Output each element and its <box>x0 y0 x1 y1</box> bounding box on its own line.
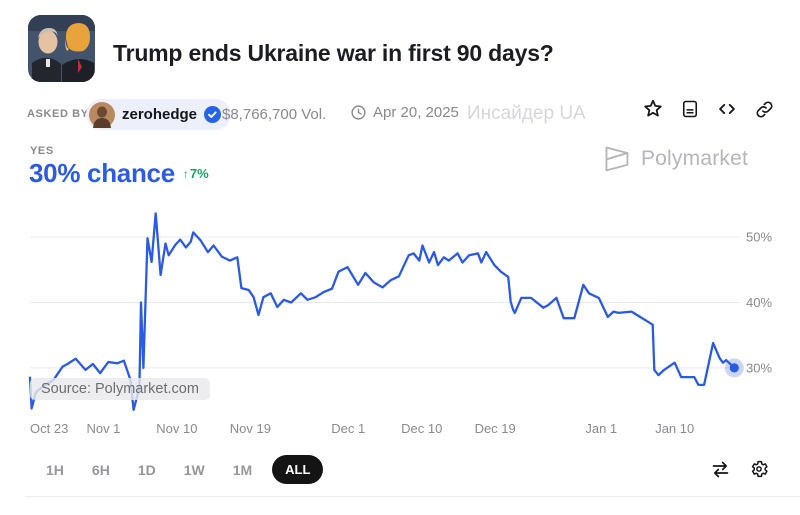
toggle-outcome-button[interactable] <box>709 458 731 480</box>
x-tick-label: Dec 19 <box>475 421 516 436</box>
asked-by-label: ASKED BY <box>27 108 89 120</box>
x-tick-label: Nov 10 <box>156 421 197 436</box>
asker-profile-chip[interactable]: zerohedge <box>86 99 232 130</box>
price-chart-canvas[interactable]: 30% 40% 50% Oct 23 Nov 1 Nov 10 Nov 19 Dec 1 Dec… <box>0 200 800 448</box>
x-tick-label: Nov 19 <box>230 421 271 436</box>
x-tick-label: Dec 10 <box>401 421 442 436</box>
clock-icon <box>351 105 366 120</box>
chance-row: 30% chance ↑7% <box>29 158 209 189</box>
chart-tools <box>709 458 770 480</box>
polymarket-brand-link[interactable]: Polymarket <box>601 143 748 174</box>
star-icon <box>644 99 662 117</box>
outcome-label: YES <box>30 145 54 157</box>
asker-name: zerohedge <box>122 106 198 123</box>
putin-trump-photo <box>28 15 95 82</box>
chance-value: 30% chance <box>29 158 175 188</box>
timeframe-1d[interactable]: 1D <box>130 456 164 484</box>
code-brackets-icon <box>719 103 735 115</box>
embed-button[interactable] <box>716 98 738 120</box>
x-tick-label: Nov 1 <box>86 421 120 436</box>
chance-delta-value: 7% <box>189 166 209 181</box>
source-watermark: Source: Polymarket.com <box>30 378 210 400</box>
timeframe-6h[interactable]: 6H <box>84 456 118 484</box>
timeframe-1h[interactable]: 1H <box>38 456 72 484</box>
market-title[interactable]: Trump ends Ukraine war in first 90 days? <box>113 40 554 66</box>
polymarket-logo-icon <box>605 146 629 172</box>
x-tick-label: Dec 1 <box>331 421 365 436</box>
chart-settings-button[interactable] <box>748 458 770 480</box>
gear-icon <box>751 460 768 478</box>
timeframe-selector: 1H 6H 1D 1W 1M ALL <box>38 455 324 484</box>
polymarket-brand-name: Polymarket <box>640 146 748 170</box>
swap-arrows-icon <box>712 461 728 477</box>
market-thumbnail[interactable] <box>28 15 95 82</box>
verified-badge-icon <box>204 106 222 123</box>
y-tick-label: 40% <box>746 295 772 310</box>
y-tick-label: 50% <box>746 230 772 245</box>
photo-watermark: Инсайдер UA <box>467 103 586 124</box>
document-icon <box>682 100 698 118</box>
price-line <box>28 212 736 411</box>
end-date: Apr 20, 2025 <box>350 104 459 121</box>
timeframe-all[interactable]: ALL <box>272 455 324 484</box>
x-tick-label: Oct 23 <box>30 421 68 436</box>
x-tick-label: Jan 1 <box>585 421 617 436</box>
timeframe-1m[interactable]: 1M <box>225 456 260 484</box>
asker-avatar <box>89 101 115 128</box>
end-date-text: Apr 20, 2025 <box>373 104 459 121</box>
copy-link-button[interactable] <box>753 98 775 120</box>
y-tick-label: 30% <box>746 360 772 375</box>
x-tick-label: Jan 10 <box>655 421 694 436</box>
favorite-button[interactable] <box>642 98 664 120</box>
up-arrow-icon: ↑ <box>182 167 189 181</box>
end-dot <box>729 363 739 373</box>
timeframe-1w[interactable]: 1W <box>176 456 213 484</box>
chance-delta: ↑7% <box>183 166 209 181</box>
action-toolbar <box>642 98 775 120</box>
rules-button[interactable] <box>679 98 701 120</box>
bottom-divider <box>25 496 800 497</box>
volume-stat: $8,766,700 Vol. <box>222 106 327 123</box>
link-icon <box>756 101 772 117</box>
